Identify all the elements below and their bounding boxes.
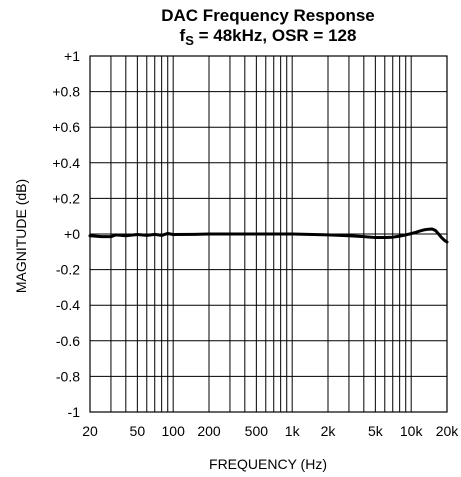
series-line — [88, 227, 449, 244]
plot-frame — [89, 55, 448, 413]
x-tick-label: 5k — [368, 423, 384, 439]
x-tick-label: 20k — [436, 423, 460, 439]
x-axis-label: FREQUENCY (Hz) — [209, 456, 327, 472]
data-layer — [88, 227, 449, 244]
subtitle-subscript: S — [185, 33, 194, 48]
y-tick-label: -0.6 — [56, 333, 80, 349]
y-tick-label: +0.4 — [52, 155, 80, 171]
y-tick-label: -1 — [68, 404, 81, 420]
x-tick-label: 10k — [400, 423, 424, 439]
y-tick-label: +0 — [64, 226, 80, 242]
x-tick-label: 200 — [197, 423, 221, 439]
y-tick-label: -0.8 — [56, 368, 80, 384]
x-tick-label: 20 — [82, 423, 98, 439]
chart-title: DAC Frequency Response — [161, 6, 375, 25]
x-tick-label: 1k — [285, 423, 301, 439]
subtitle-f: f — [180, 26, 186, 45]
y-tick-label: -0.2 — [56, 262, 80, 278]
y-tick-label: +0.8 — [52, 84, 80, 100]
x-tick-label: 2k — [321, 423, 337, 439]
y-tick-label: -0.4 — [56, 297, 80, 313]
y-tick-label: +0.2 — [52, 190, 80, 206]
x-tick-label: 100 — [162, 423, 186, 439]
y-axis-label: MAGNITUDE (dB) — [13, 179, 29, 293]
x-tick-label: 500 — [245, 423, 269, 439]
x-tick-label: 50 — [130, 423, 146, 439]
subtitle-rest: = 48kHz, OSR = 128 — [194, 26, 357, 45]
chart-subtitle: fS = 48kHz, OSR = 128 — [180, 26, 357, 48]
y-tick-label: +1 — [64, 48, 80, 64]
tick-label-layer: +1+0.8+0.6+0.4+0.2+0-0.2-0.4-0.6-0.8-120… — [52, 48, 459, 439]
y-tick-label: +0.6 — [52, 119, 80, 135]
